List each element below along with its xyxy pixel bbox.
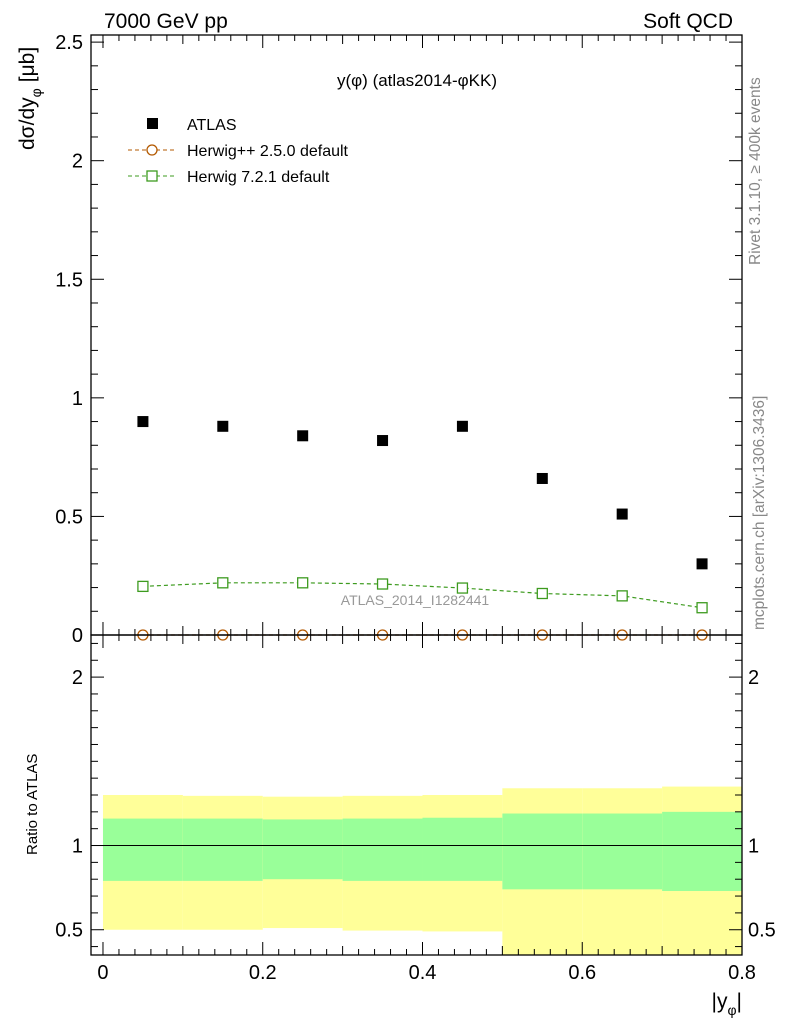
atlas-data-point bbox=[536, 472, 548, 484]
ratio-y-tick-label-right: 0.5 bbox=[748, 920, 776, 942]
herwig7-point bbox=[297, 577, 309, 589]
herwig7-point bbox=[536, 587, 548, 600]
mcplots-label: mcplots.cern.ch [arXiv:1306.3436] bbox=[751, 396, 768, 630]
main-y-tick-label: 2 bbox=[72, 151, 83, 173]
atlas-data-point bbox=[696, 558, 708, 570]
main-panel: y(φ) (atlas2014-φKK) ATLAS_2014_I1282441… bbox=[16, 32, 743, 647]
series-line bbox=[142, 582, 703, 609]
main-y-tick-label: 0.5 bbox=[55, 506, 83, 528]
ratio-band-1sigma bbox=[502, 813, 583, 890]
legend-herwigpp-label: Herwig++ 2.5.0 default bbox=[187, 143, 349, 160]
process-label: Soft QCD bbox=[643, 10, 733, 33]
legend-herwigpp-marker bbox=[146, 144, 158, 156]
ratio-y-axis-label: Ratio to ATLAS bbox=[24, 754, 41, 855]
ratio-y-tick-label-right: 2 bbox=[748, 667, 759, 689]
legend-atlas-label: ATLAS bbox=[187, 117, 237, 134]
herwig7-point bbox=[137, 580, 149, 593]
main-y-tick-label: 1 bbox=[72, 388, 83, 410]
energy-label: 7000 GeV pp bbox=[104, 10, 228, 33]
atlas-data-point bbox=[297, 430, 309, 442]
legend-herwig7-label: Herwig 7.2.1 default bbox=[187, 169, 330, 186]
main-y-tick-label: 1.5 bbox=[55, 269, 83, 291]
main-y-axis-label: dσ/dyφ[μb] bbox=[16, 47, 44, 150]
herwig7-point bbox=[616, 590, 628, 602]
plot-title: y(φ) (atlas2014-φKK) bbox=[337, 71, 497, 90]
x-tick-label: 0.6 bbox=[568, 962, 596, 984]
ratio-y-tick-label: 0.5 bbox=[55, 920, 83, 942]
atlas-data-point bbox=[217, 420, 229, 432]
ratio-ticks: 0.5 0.5 1 1 2 2 0 0.2 0.4 0.6 0.8 bbox=[55, 635, 776, 984]
atlas-data-point bbox=[377, 435, 389, 447]
ratio-bands bbox=[102, 786, 742, 955]
analysis-watermark: ATLAS_2014_I1282441 bbox=[341, 592, 490, 608]
ratio-y-tick-label: 1 bbox=[72, 836, 83, 858]
rivet-label: Rivet 3.1.10, ≥ 400k events bbox=[747, 77, 764, 265]
x-tick-label: 0.8 bbox=[728, 962, 756, 984]
herwig7-point bbox=[217, 577, 229, 589]
ratio-band-1sigma bbox=[582, 813, 663, 890]
ratio-panel: 0.5 0.5 1 1 2 2 0 0.2 0.4 0.6 0.8 Ratio to ATLAS |… bbox=[24, 634, 776, 1018]
legend-atlas-marker bbox=[147, 118, 158, 129]
x-tick-label: 0.2 bbox=[249, 962, 277, 984]
x-tick-label: 0 bbox=[97, 962, 108, 984]
atlas-data-point bbox=[616, 508, 628, 520]
atlas-data-point bbox=[137, 416, 149, 428]
ratio-band-1sigma bbox=[102, 818, 183, 881]
ratio-band-1sigma bbox=[342, 818, 423, 881]
herwig7-point bbox=[696, 602, 708, 614]
x-axis-label: |yφ| bbox=[711, 990, 742, 1018]
ratio-band-1sigma bbox=[422, 817, 503, 881]
legend-herwig7-marker bbox=[146, 170, 158, 182]
main-y-ticks: 0 0.5 1 1.5 2 2.5 bbox=[55, 32, 743, 647]
main-y-tick-label: 0 bbox=[72, 625, 83, 647]
ratio-band-1sigma bbox=[262, 819, 343, 880]
legend: ATLAS Herwig++ 2.5.0 default Herwig 7.2.… bbox=[128, 117, 349, 186]
ratio-y-tick-label-right: 1 bbox=[748, 836, 759, 858]
ratio-band-1sigma bbox=[182, 818, 263, 881]
atlas-data-point bbox=[456, 420, 468, 432]
ratio-frame bbox=[90, 634, 743, 956]
ratio-band-1sigma bbox=[662, 811, 742, 891]
herwig7-point bbox=[456, 582, 469, 594]
ratio-y-tick-label: 2 bbox=[72, 667, 83, 689]
main-y-tick-label: 2.5 bbox=[55, 32, 83, 54]
herwig7-point bbox=[376, 578, 389, 590]
x-tick-label: 0.4 bbox=[409, 962, 437, 984]
